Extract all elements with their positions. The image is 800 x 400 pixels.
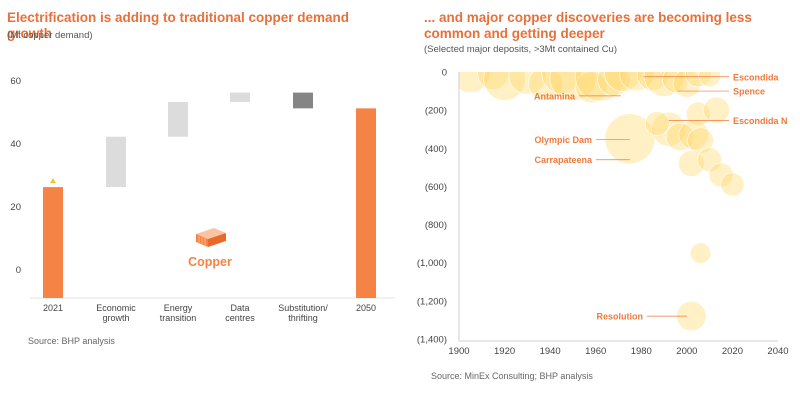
y-tick-label: 0 bbox=[442, 68, 447, 79]
bubble-point bbox=[665, 122, 695, 152]
bubble-point bbox=[687, 127, 714, 154]
x-tick-label: 1920 bbox=[494, 346, 515, 357]
deposit-label: Escondida bbox=[733, 72, 780, 82]
bubble-point bbox=[689, 242, 712, 264]
bar-2 bbox=[168, 102, 188, 137]
bubble-point bbox=[662, 72, 689, 93]
y-tick-label: 0 bbox=[16, 265, 21, 276]
deposit-label: Antamina bbox=[534, 91, 576, 101]
x-tick-label: 2050 bbox=[356, 303, 376, 313]
chart-subtitle: (Selected major deposits, >3Mt contained… bbox=[424, 44, 618, 55]
x-tick-label: Energy transition bbox=[160, 303, 197, 323]
bubble-point bbox=[720, 172, 745, 197]
bubble-point bbox=[541, 72, 582, 94]
bubble-point bbox=[549, 72, 597, 102]
deposit-label: Spence bbox=[733, 87, 765, 97]
bubble-point bbox=[508, 72, 547, 95]
x-tick-label: 2040 bbox=[767, 346, 788, 357]
y-tick-label: (1,200) bbox=[417, 296, 447, 307]
y-tick-label: (1,400) bbox=[417, 335, 447, 346]
bubble-point bbox=[604, 72, 642, 92]
bar-4 bbox=[293, 92, 313, 109]
bar-0 bbox=[43, 187, 63, 298]
bubble-point bbox=[684, 72, 712, 88]
deposit-label: Escondida N bbox=[733, 116, 788, 126]
y-tick-label: 60 bbox=[10, 76, 21, 87]
chart-source: Source: MinEx Consulting; BHP analysis bbox=[431, 371, 593, 381]
x-tick-label: Substitution/thrifting bbox=[278, 303, 328, 323]
bubble-point bbox=[575, 72, 608, 104]
chart-subtitle: (Mt copper demand) bbox=[7, 30, 93, 41]
scatter-chart: 0 (200) (400) (600) (800) (1,000) (1,200) (1,40… bbox=[417, 68, 789, 358]
bubble-point bbox=[459, 72, 491, 93]
bar-3 bbox=[230, 92, 250, 103]
triangle-up-icon bbox=[50, 178, 56, 184]
bar-5 bbox=[356, 108, 376, 298]
chart-source: Source: BHP analysis bbox=[28, 336, 115, 346]
deposit-label: Olympic Dam bbox=[534, 135, 592, 145]
bubble-point bbox=[698, 72, 721, 88]
deposit-label: Resolution bbox=[597, 312, 644, 322]
x-tick-label: 2021 bbox=[43, 303, 63, 313]
bubble-point bbox=[528, 72, 563, 101]
bubble-point bbox=[574, 72, 626, 102]
y-tick-label: 40 bbox=[10, 139, 21, 150]
chart-title: ... and major copper discoveries are bec… bbox=[424, 10, 752, 41]
x-tick-label: 1960 bbox=[585, 346, 606, 357]
bubble-point bbox=[483, 72, 526, 101]
bubble-point bbox=[477, 72, 510, 90]
x-tick-label: 1980 bbox=[631, 346, 652, 357]
chart-title: Electrification is adding to traditional… bbox=[7, 10, 350, 41]
left-panel: Electrification is adding to traditional… bbox=[7, 10, 395, 346]
right-panel: ... and major copper discoveries are bec… bbox=[400, 0, 800, 400]
x-tick-label: 2000 bbox=[676, 346, 697, 357]
y-tick-label: (400) bbox=[425, 144, 447, 155]
y-tick-label: (200) bbox=[425, 106, 447, 117]
bar-1 bbox=[106, 136, 126, 188]
x-tick-label: 1900 bbox=[448, 346, 469, 357]
copper-cathode-icon bbox=[196, 228, 226, 247]
bubble-point bbox=[644, 111, 670, 136]
deposit-label: Carrapateena bbox=[534, 155, 593, 165]
x-tick-label: 2020 bbox=[722, 346, 743, 357]
y-tick-label: (600) bbox=[425, 182, 447, 193]
bubble-point bbox=[604, 113, 656, 165]
bar-chart: 0 20 40 60 2021 Economic growth Energy transitio… bbox=[10, 76, 395, 323]
copper-annotation: Copper bbox=[188, 255, 232, 269]
bubble-point bbox=[685, 101, 711, 127]
x-tick-label: Data centres bbox=[225, 303, 255, 323]
bubble-point bbox=[703, 96, 730, 124]
x-tick-label: 1940 bbox=[540, 346, 561, 357]
y-tick-label: 20 bbox=[10, 202, 21, 213]
bubble-layer bbox=[459, 72, 745, 332]
y-tick-label: (1,000) bbox=[417, 258, 447, 269]
y-tick-label: (800) bbox=[425, 220, 447, 231]
x-tick-label: Economic growth bbox=[96, 303, 136, 323]
